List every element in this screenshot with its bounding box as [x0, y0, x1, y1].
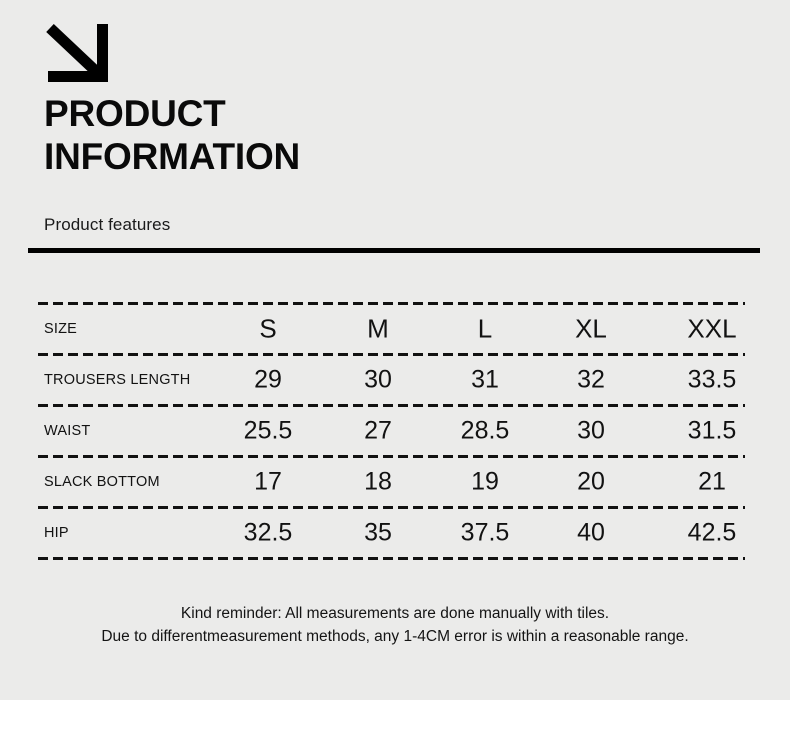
row-cell: 21	[698, 467, 726, 496]
row-cell: 42.5	[687, 518, 737, 547]
page-title-line-1: PRODUCT	[44, 93, 226, 134]
table-row: HIP 32.5 35 37.5 40 42.5	[38, 509, 745, 557]
row-cell: 28.5	[460, 416, 510, 445]
row-cell: 27	[364, 416, 392, 445]
row-divider	[38, 455, 745, 458]
row-cell: 32.5	[243, 518, 293, 547]
row-cell: 35	[364, 518, 392, 547]
arrow-down-right-icon	[46, 24, 108, 82]
table-row: SLACK BOTTOM 17 18 19 20 21	[38, 458, 745, 506]
row-cell: 30	[577, 416, 605, 445]
row-label: SLACK BOTTOM	[44, 474, 160, 490]
table-header-row: SIZE S M L XL XXL	[38, 305, 745, 353]
row-divider	[38, 353, 745, 356]
table-row: WAIST 25.5 27 28.5 30 31.5	[38, 407, 745, 455]
column-header-xl: XL	[575, 313, 607, 344]
column-header-xxl: XXL	[687, 313, 737, 344]
disclaimer-line-1: Kind reminder: All measurements are done…	[180, 605, 610, 622]
section-divider	[28, 248, 760, 253]
row-label: WAIST	[44, 423, 91, 439]
row-cell: 19	[471, 467, 499, 496]
row-label: HIP	[44, 525, 69, 541]
page-title: PRODUCT INFORMATION	[44, 92, 744, 178]
disclaimer-line-2: Due to differentmeasurement methods, any…	[101, 628, 689, 645]
row-cell: 30	[364, 365, 392, 394]
column-header-l: L	[477, 313, 493, 344]
row-label: TROUSERS LENGTH	[44, 372, 191, 388]
column-header-s: S	[259, 313, 277, 344]
table-row: TROUSERS LENGTH 29 30 31 32 33.5	[38, 356, 745, 404]
row-cell: 31.5	[687, 416, 737, 445]
row-cell: 40	[577, 518, 605, 547]
row-cell: 33.5	[687, 365, 737, 394]
row-cell: 29	[254, 365, 282, 394]
row-cell: 37.5	[460, 518, 510, 547]
row-cell: 31	[471, 365, 499, 394]
row-cell: 17	[254, 467, 282, 496]
row-cell: 32	[577, 365, 605, 394]
table-top-border	[38, 302, 745, 305]
row-divider	[38, 506, 745, 509]
row-cell: 25.5	[243, 416, 293, 445]
row-cell: 18	[364, 467, 392, 496]
column-header-m: M	[367, 313, 389, 344]
measurement-disclaimer: Kind reminder: All measurements are done…	[0, 602, 790, 648]
table-header-label: SIZE	[44, 321, 78, 337]
row-divider	[38, 404, 745, 407]
product-features-label: Product features	[44, 215, 171, 234]
page-title-line-2: INFORMATION	[44, 136, 301, 177]
table-bottom-border	[38, 557, 745, 560]
card-background	[0, 0, 790, 700]
size-chart-table: SIZE S M L XL XXL TROUSERS LENGTH 29 30 …	[38, 302, 745, 560]
row-cell: 20	[577, 467, 605, 496]
